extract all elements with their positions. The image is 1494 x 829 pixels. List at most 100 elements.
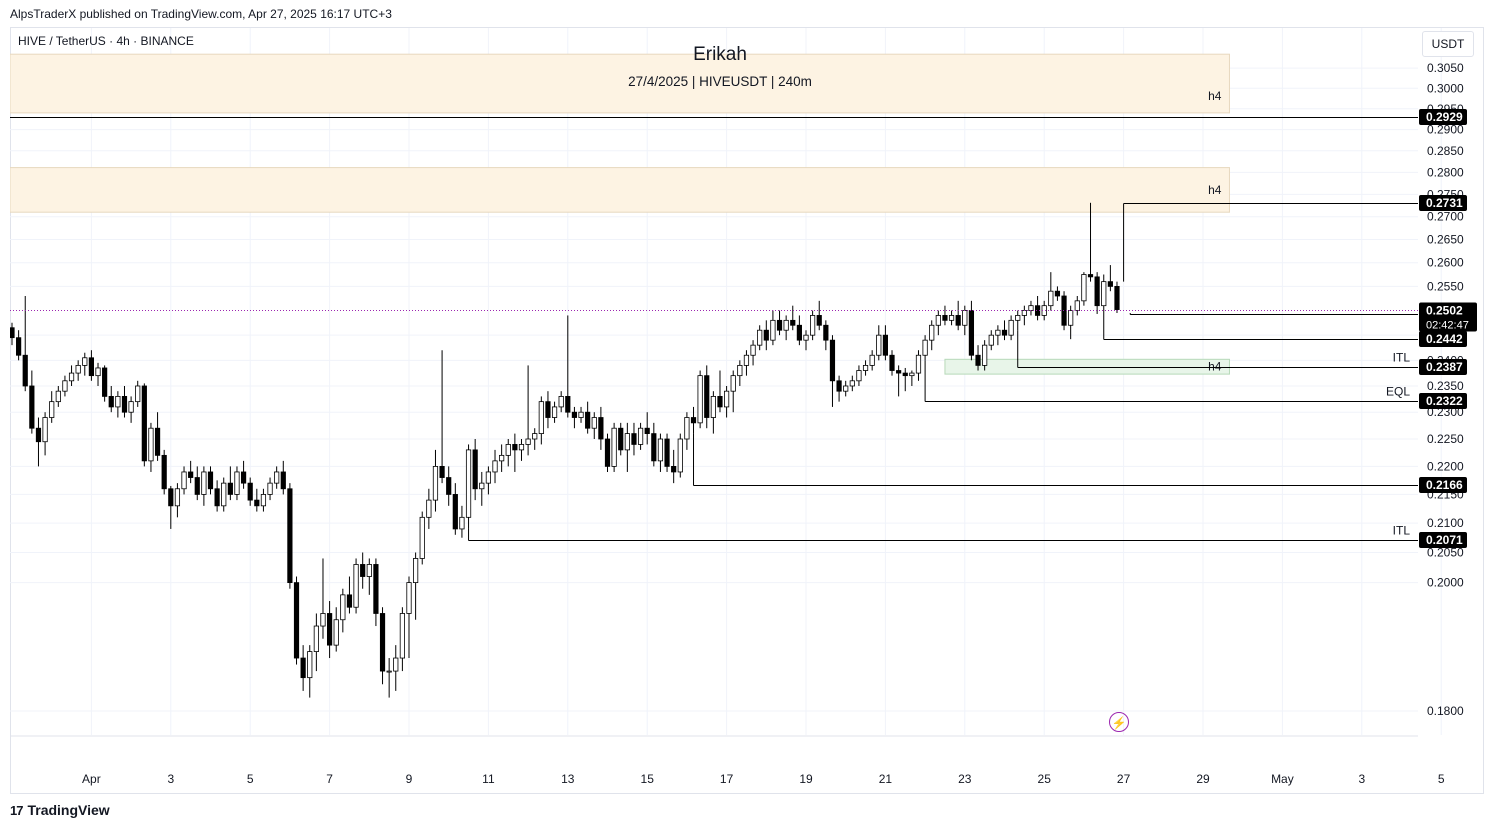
last-price-tag: 0.2502 02:42:47 <box>1419 302 1477 332</box>
candle <box>1114 281 1120 313</box>
candle <box>750 340 756 366</box>
candle <box>379 607 386 685</box>
candle-body <box>88 357 94 377</box>
candle-body <box>353 564 359 608</box>
lightning-icon[interactable]: ⚡ <box>1109 712 1129 732</box>
candle <box>360 552 366 589</box>
candle-body <box>856 370 862 382</box>
candle-body <box>373 564 379 614</box>
candle <box>1094 272 1100 314</box>
candle <box>1101 274 1107 311</box>
level-label: EQL <box>1386 385 1410 399</box>
candle-body <box>684 417 690 440</box>
candle <box>975 345 981 371</box>
candle-body <box>22 354 28 387</box>
time-tick-label: 15 <box>641 772 655 786</box>
candle-body <box>1087 274 1094 278</box>
price-tick-label: 0.2200 <box>1427 459 1464 473</box>
candle <box>843 380 849 397</box>
candle <box>525 365 531 456</box>
candle <box>472 439 478 501</box>
candle <box>128 396 134 423</box>
candle-body <box>737 365 743 377</box>
candle-body <box>307 651 313 679</box>
candle-body <box>293 582 300 659</box>
candle <box>240 460 247 489</box>
candle-body <box>909 372 915 377</box>
candle-body <box>75 365 81 374</box>
candle <box>439 350 445 484</box>
candle-body <box>108 396 114 408</box>
candle-body <box>816 315 822 326</box>
candle-body <box>194 477 200 495</box>
candle <box>915 350 922 381</box>
candle-body <box>313 625 319 652</box>
candle <box>869 350 875 371</box>
candle <box>611 422 617 472</box>
candle-body <box>333 619 339 646</box>
candle <box>810 310 816 341</box>
time-tick-label: 19 <box>799 772 813 786</box>
candle <box>710 391 716 434</box>
candle-body <box>578 411 584 418</box>
tradingview-logo[interactable]: 17 TradingView <box>10 802 110 818</box>
candle <box>783 315 789 341</box>
candle <box>948 310 955 326</box>
level-price-tag: 0.2731 <box>1419 195 1467 211</box>
price-tick-label: 0.2850 <box>1427 144 1464 158</box>
candle <box>849 375 855 392</box>
price-tick-label: 0.2050 <box>1427 545 1464 559</box>
candle-body <box>955 315 961 326</box>
supply-zone <box>10 53 1230 114</box>
candle-body <box>366 564 372 577</box>
candle <box>631 422 637 456</box>
candle-body <box>102 367 108 397</box>
candle-body <box>929 324 935 341</box>
level-price-tag: 0.2166 <box>1419 477 1467 493</box>
supply-zone <box>10 167 1230 213</box>
candle-body <box>479 482 485 490</box>
candle <box>876 325 882 361</box>
candle <box>1068 305 1074 340</box>
candle-body <box>690 417 697 424</box>
candle <box>174 483 181 518</box>
candle-body <box>247 482 253 501</box>
currency-button[interactable]: USDT <box>1422 31 1474 57</box>
candle <box>902 367 908 392</box>
time-tick-label: 3 <box>1358 772 1365 786</box>
candle <box>538 396 544 445</box>
time-tick-label: 25 <box>1038 772 1052 786</box>
candle <box>42 412 48 456</box>
level-price-tag-bg <box>1419 532 1467 548</box>
candle <box>168 485 174 529</box>
candle <box>690 406 697 434</box>
candle-body <box>1048 290 1054 307</box>
time-tick-label: 5 <box>247 772 254 786</box>
candle-body <box>1001 329 1008 336</box>
candle-body <box>585 411 591 429</box>
candle <box>532 428 538 450</box>
candle-body <box>637 427 644 445</box>
candle-body <box>446 477 452 495</box>
candle <box>757 325 763 351</box>
last-price-bg <box>1419 302 1477 332</box>
candle-body <box>657 438 664 462</box>
time-tick-label: 3 <box>167 772 174 786</box>
candle <box>651 422 657 467</box>
time-tick-label: 5 <box>1438 772 1445 786</box>
candle-body <box>260 494 267 507</box>
candle <box>313 613 319 672</box>
candle <box>1008 315 1014 341</box>
candle <box>1061 291 1067 331</box>
level-price-tag-text: 0.2071 <box>1426 533 1463 547</box>
candle-body <box>1114 286 1120 310</box>
candle-body <box>810 315 816 336</box>
candle <box>929 320 935 351</box>
level-price-tag: 0.2387 <box>1419 359 1467 375</box>
candle-body <box>922 339 928 356</box>
level-price-tag-text: 0.2929 <box>1426 110 1463 124</box>
symbol-legend[interactable]: HIVE / TetherUS · 4h · BINANCE <box>18 34 194 48</box>
candle <box>108 385 114 413</box>
level-price-tag-text: 0.2442 <box>1426 332 1463 346</box>
